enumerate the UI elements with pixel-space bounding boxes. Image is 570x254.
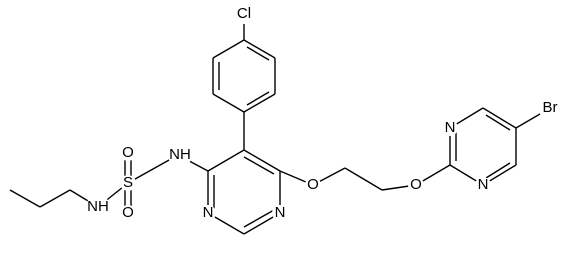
atom-label: Cl — [237, 5, 251, 22]
atom-label: O — [410, 176, 422, 193]
atom-label: O — [122, 144, 134, 161]
atom-label: N — [445, 119, 456, 136]
atom-label: N — [275, 204, 286, 221]
atom-label: O — [122, 204, 134, 221]
atom-label: S — [123, 174, 133, 191]
atom-labels: Cl Br N N N N O O O O S NH NH — [86, 4, 561, 221]
atom-label: NH — [169, 146, 191, 163]
atom-label: N — [203, 204, 214, 221]
atom-label: O — [307, 176, 319, 193]
atom-label: NH — [87, 198, 109, 215]
atom-label: N — [478, 176, 489, 193]
atom-label: Br — [543, 99, 558, 116]
